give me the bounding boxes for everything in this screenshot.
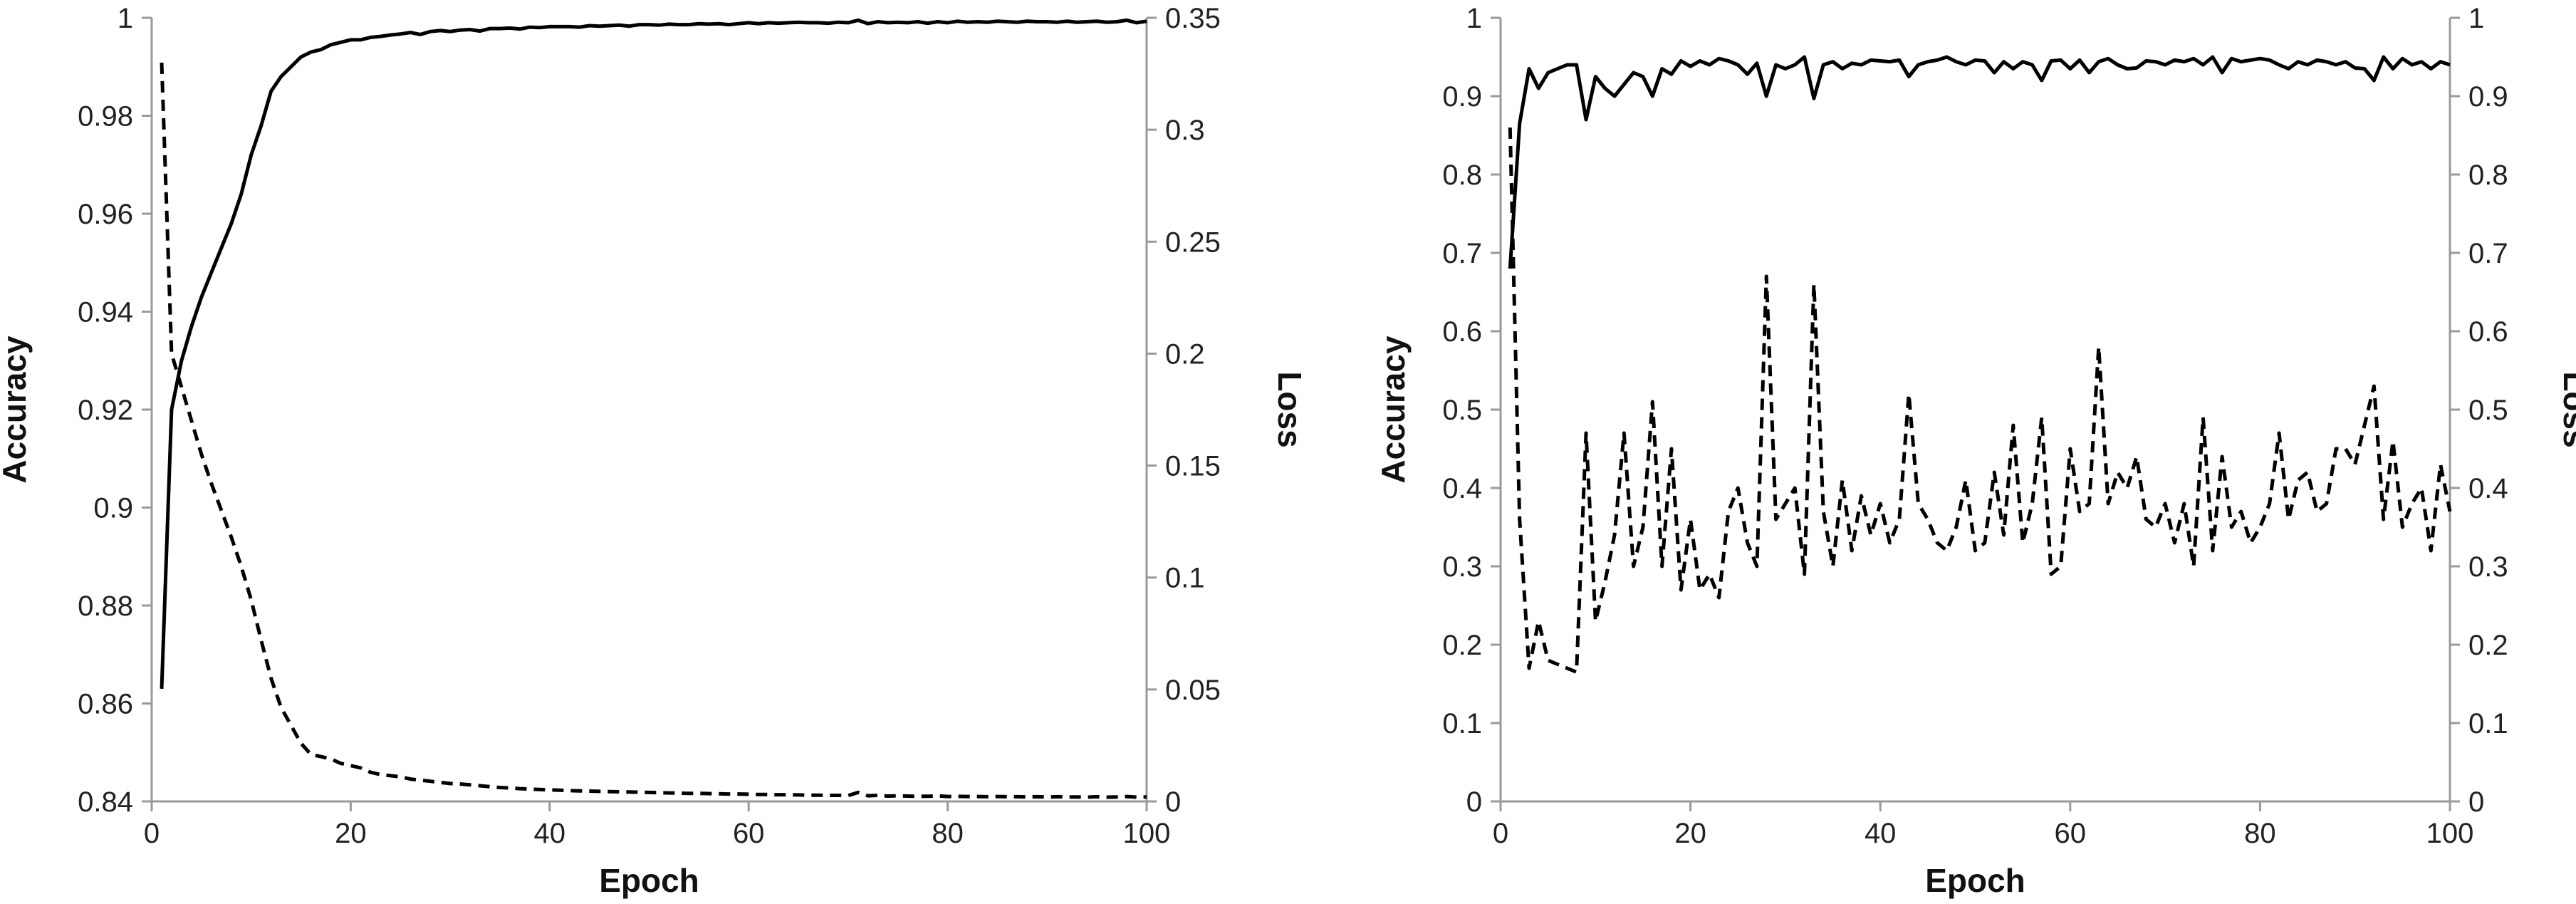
y2-tick-label: 0.35 xyxy=(1165,3,1221,34)
y-tick-label: 0.88 xyxy=(78,591,133,622)
x-tick-label: 60 xyxy=(2055,818,2087,849)
y-tick-label: 0.3 xyxy=(1442,551,1482,583)
x-axis-title: Epoch xyxy=(599,862,699,899)
y-tick-label: 0.92 xyxy=(78,395,133,426)
y-tick-label: 0.1 xyxy=(1442,708,1482,739)
y-tick-label: 0 xyxy=(1466,786,1482,818)
y2-tick-label: 0.2 xyxy=(1165,338,1205,370)
y2-tick-label: 0.2 xyxy=(2468,630,2508,661)
y-tick-label: 0.8 xyxy=(1442,160,1482,191)
y2-tick-label: 0.5 xyxy=(2468,395,2508,426)
y-tick-label: 0.94 xyxy=(78,297,133,328)
y2-tick-label: 0 xyxy=(1165,786,1181,818)
y2-tick-label: 0.8 xyxy=(2468,160,2508,191)
y2-tick-label: 0.05 xyxy=(1165,675,1221,706)
y-tick-label: 0.5 xyxy=(1442,395,1482,426)
y-axis-title: Accuracy xyxy=(0,336,33,484)
y-tick-label: 1 xyxy=(1466,3,1482,34)
y2-tick-label: 0.1 xyxy=(2468,708,2508,739)
y-tick-label: 0.2 xyxy=(1442,630,1482,661)
x-tick-label: 20 xyxy=(1674,818,1706,849)
chart-left: 0 20 40 60 80 100 0.84 0.86 0.88 0.9 0.92 0.94 0.96 0… xyxy=(0,3,1308,899)
x-tick-label: 60 xyxy=(733,818,765,849)
y2-tick-label: 0.25 xyxy=(1165,227,1221,258)
y2-tick-label: 0.3 xyxy=(2468,551,2508,583)
y-axis-title: Accuracy xyxy=(1375,336,1412,484)
y-tick-label: 0.96 xyxy=(78,199,133,230)
y2-tick-label: 0.3 xyxy=(1165,115,1205,146)
y2-tick-label: 0.4 xyxy=(2468,473,2508,504)
y-tick-label: 0.98 xyxy=(78,101,133,133)
chart-right: 0 20 40 60 80 10000.10.20.30.40.50.60.70.80.9… xyxy=(1375,3,2576,899)
y-tick-label: 0.9 xyxy=(1442,81,1482,113)
y-tick-label: 1 xyxy=(118,3,133,34)
x-tick-label: 0 xyxy=(144,818,160,849)
y-tick-label: 0.7 xyxy=(1442,238,1482,269)
y2-tick-label: 0.9 xyxy=(2468,81,2508,113)
y2-tick-label: 0.15 xyxy=(1165,451,1221,482)
y2-axis-title: Loss xyxy=(1271,371,1308,447)
y-tick-label: 0.84 xyxy=(78,786,133,818)
series-line-accuracy xyxy=(160,18,1147,689)
y-tick-label: 0.9 xyxy=(93,493,133,524)
y2-tick-label: 0.6 xyxy=(2468,316,2508,348)
y2-tick-label: 0.7 xyxy=(2468,238,2508,269)
x-tick-label: 40 xyxy=(534,818,566,849)
x-tick-label: 80 xyxy=(932,818,964,849)
x-tick-label: 0 xyxy=(1493,818,1508,849)
y-tick-label: 0.86 xyxy=(78,689,133,720)
y2-tick-label: 0 xyxy=(2468,786,2484,818)
y2-tick-label: 0.1 xyxy=(1165,563,1205,594)
y-tick-label: 0.6 xyxy=(1442,316,1482,348)
y-tick-label: 0.4 xyxy=(1442,473,1482,504)
y2-tick-label: 1 xyxy=(2468,3,2484,34)
x-tick-label: 80 xyxy=(2244,818,2276,849)
x-axis-title: Epoch xyxy=(1925,862,2025,899)
x-tick-label: 20 xyxy=(335,818,367,849)
series-line-loss xyxy=(160,62,1147,799)
x-tick-label: 40 xyxy=(1865,818,1897,849)
series-line-loss xyxy=(1508,127,2452,674)
x-tick-label: 100 xyxy=(2426,818,2474,849)
series-line-accuracy xyxy=(1508,55,2451,269)
y2-axis-title: Loss xyxy=(2557,371,2576,447)
x-tick-label: 100 xyxy=(1123,818,1171,849)
